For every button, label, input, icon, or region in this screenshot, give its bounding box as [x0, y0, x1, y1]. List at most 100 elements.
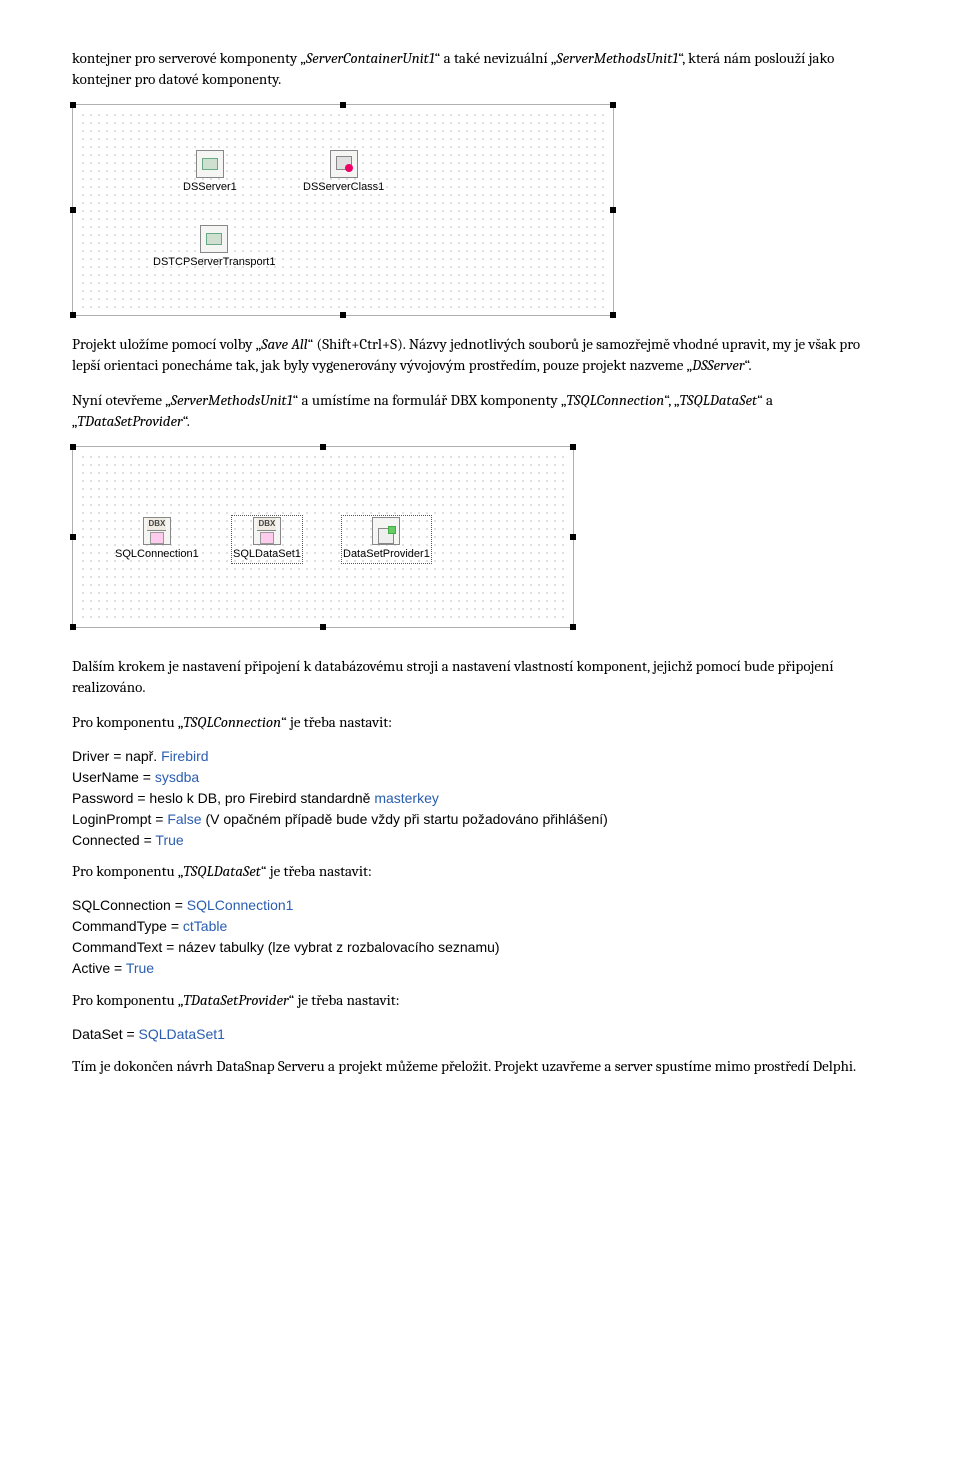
- selection-handle: [610, 312, 616, 318]
- form-designer-server-container: DSServer1 DSServerClass1 DSTCPServerTran…: [72, 104, 614, 316]
- property-line-sqlconnection: SQLConnection = SQLConnection1: [72, 896, 888, 915]
- text: “, „: [664, 391, 679, 409]
- text-italic: ServerContainerUnit1: [306, 49, 435, 67]
- property-value: True: [155, 832, 183, 848]
- selection-handle: [320, 444, 326, 450]
- text: “ je třeba nastavit:: [289, 991, 400, 1009]
- text-italic: TSQLDataSet: [183, 862, 261, 880]
- component-dsserver: DSServer1: [183, 150, 237, 195]
- component-icon: [372, 517, 400, 545]
- selection-handle: [570, 624, 576, 630]
- text: LoginPrompt =: [72, 811, 167, 827]
- text: “ a umístíme na formulář DBX komponenty …: [293, 391, 567, 409]
- text-italic: ServerMethodsUnit1: [556, 49, 678, 67]
- text: “ je třeba nastavit:: [261, 862, 372, 880]
- heading-tsqldataset: Pro komponentu „TSQLDataSet“ je třeba na…: [72, 861, 888, 882]
- component-icon: [200, 225, 228, 253]
- paragraph-next-step: Dalším krokem je nastavení připojení k d…: [72, 656, 888, 698]
- selection-handle: [320, 624, 326, 630]
- text: (V opačném případě bude vždy při startu …: [202, 811, 608, 827]
- component-label: SQLDataSet1: [233, 547, 301, 562]
- property-value: SQLDataSet1: [139, 1026, 225, 1042]
- selection-handle: [570, 444, 576, 450]
- component-icon: [196, 150, 224, 178]
- designer-dot-grid: [79, 111, 607, 309]
- selection-handle: [70, 102, 76, 108]
- property-line-commandtext: CommandText = název tabulky (lze vybrat …: [72, 938, 888, 957]
- selection-handle: [70, 207, 76, 213]
- selection-handle: [70, 444, 76, 450]
- heading-tdatasetprovider: Pro komponentu „TDataSetProvider“ je tře…: [72, 990, 888, 1011]
- text-italic: ServerMethodsUnit1: [171, 391, 293, 409]
- paragraph-open-methods-unit: Nyní otevřeme „ServerMethodsUnit1“ a umí…: [72, 390, 888, 432]
- text: “.: [744, 356, 751, 374]
- component-label: DataSetProvider1: [343, 547, 430, 562]
- selection-handle: [70, 624, 76, 630]
- selection-handle: [70, 534, 76, 540]
- text: Connected =: [72, 832, 155, 848]
- text: Pro komponentu „: [72, 713, 183, 731]
- text-italic: TSQLDataSet: [680, 391, 758, 409]
- property-line-username: UserName = sysdba: [72, 768, 888, 787]
- component-label: DSServer1: [183, 180, 237, 195]
- heading-tsqlconnection: Pro komponentu „TSQLConnection“ je třeba…: [72, 712, 888, 733]
- property-value: ctTable: [183, 918, 227, 934]
- component-sqlconnection: DBX SQLConnection1: [115, 517, 199, 562]
- text-italic: TDataSetProvider: [77, 412, 182, 430]
- property-value: sysdba: [155, 769, 199, 785]
- property-value: True: [126, 960, 154, 976]
- text: “ je třeba nastavit:: [281, 713, 392, 731]
- text: UserName =: [72, 769, 155, 785]
- text-italic: TDataSetProvider: [183, 991, 288, 1009]
- component-datasetprovider: DataSetProvider1: [343, 517, 430, 562]
- text-italic: Save All: [261, 335, 307, 353]
- component-label: SQLConnection1: [115, 547, 199, 562]
- property-line-dataset: DataSet = SQLDataSet1: [72, 1025, 888, 1044]
- property-value: False: [167, 811, 201, 827]
- selection-handle: [610, 102, 616, 108]
- text: DataSet =: [72, 1026, 139, 1042]
- text: Driver = např.: [72, 748, 161, 764]
- selection-handle: [610, 207, 616, 213]
- property-value: masterkey: [374, 790, 439, 806]
- text: “ a také nevizuální „: [435, 49, 557, 67]
- property-line-driver: Driver = např. Firebird: [72, 747, 888, 766]
- property-line-commandtype: CommandType = ctTable: [72, 917, 888, 936]
- selection-handle: [340, 102, 346, 108]
- text: Password = heslo k DB, pro Firebird stan…: [72, 790, 374, 806]
- selection-handle: [70, 312, 76, 318]
- component-icon: DBX: [253, 517, 281, 545]
- text-italic: DSServer: [692, 356, 744, 374]
- text: Pro komponentu „: [72, 991, 183, 1009]
- property-line-password: Password = heslo k DB, pro Firebird stan…: [72, 789, 888, 808]
- text: CommandType =: [72, 918, 183, 934]
- text: “.: [183, 412, 190, 430]
- property-value: SQLConnection1: [187, 897, 294, 913]
- text-italic: TSQLConnection: [566, 391, 664, 409]
- paragraph-save-all: Projekt uložíme pomocí volby „Save All“ …: [72, 334, 888, 376]
- property-line-loginprompt: LoginPrompt = False (V opačném případě b…: [72, 810, 888, 829]
- text: Pro komponentu „: [72, 862, 183, 880]
- text: SQLConnection =: [72, 897, 187, 913]
- text: Active =: [72, 960, 126, 976]
- component-sqldataset: DBX SQLDataSet1: [233, 517, 301, 562]
- selection-handle: [570, 534, 576, 540]
- component-dsserverclass: DSServerClass1: [303, 150, 384, 195]
- text-italic: TSQLConnection: [183, 713, 281, 731]
- paragraph-final: Tím je dokončen návrh DataSnap Serveru a…: [72, 1056, 888, 1077]
- text: CommandText = název tabulky (lze vybrat …: [72, 939, 500, 955]
- text: Nyní otevřeme „: [72, 391, 171, 409]
- text: kontejner pro serverové komponenty „: [72, 49, 306, 67]
- component-dstcptransport: DSTCPServerTransport1: [153, 225, 275, 270]
- property-value: Firebird: [161, 748, 208, 764]
- component-label: DSTCPServerTransport1: [153, 255, 275, 270]
- property-line-active: Active = True: [72, 959, 888, 978]
- component-icon: DBX: [143, 517, 171, 545]
- component-label: DSServerClass1: [303, 180, 384, 195]
- text: Projekt uložíme pomocí volby „: [72, 335, 261, 353]
- form-designer-methods-unit: DBX SQLConnection1 DBX SQLDataSet1 DataS…: [72, 446, 574, 628]
- paragraph-intro: kontejner pro serverové komponenty „Serv…: [72, 48, 888, 90]
- component-icon: [330, 150, 358, 178]
- selection-handle: [340, 312, 346, 318]
- property-line-connected: Connected = True: [72, 831, 888, 850]
